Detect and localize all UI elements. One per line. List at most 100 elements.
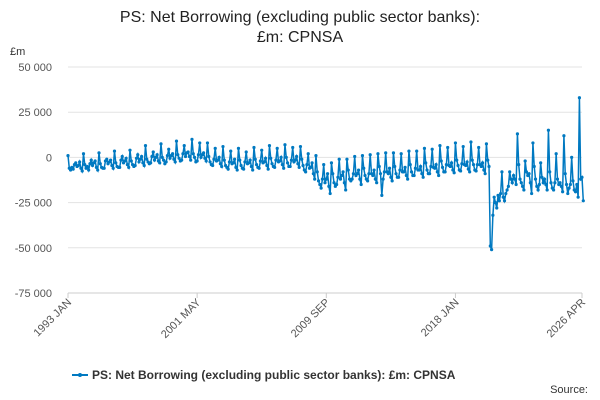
data-point [248, 158, 252, 162]
data-point [137, 160, 141, 164]
data-point [205, 141, 210, 145]
data-point [66, 153, 70, 158]
data-point [198, 141, 202, 145]
data-point [452, 171, 456, 175]
data-point [164, 160, 168, 164]
data-point [275, 146, 279, 150]
data-point [581, 199, 585, 203]
data-point [315, 170, 319, 174]
data-point [539, 161, 543, 165]
data-point [284, 155, 288, 159]
data-point [249, 164, 253, 169]
data-point [149, 161, 153, 165]
data-point [483, 172, 487, 176]
data-point [522, 188, 526, 192]
data-point [491, 213, 495, 217]
data-point [120, 154, 124, 159]
data-point [311, 172, 315, 176]
data-point [358, 177, 362, 181]
data-point [335, 182, 339, 187]
data-point [530, 191, 534, 196]
data-point [94, 165, 99, 169]
x-tick-label: 2018 JAN [419, 297, 462, 340]
data-point [296, 162, 300, 166]
data-point [68, 168, 73, 172]
data-point [535, 184, 539, 188]
data-point [222, 158, 226, 162]
data-point [340, 173, 344, 178]
data-point [159, 142, 163, 146]
data-point [558, 181, 562, 185]
data-point [489, 248, 494, 252]
data-point [244, 150, 248, 154]
chart-title: PS: Net Borrowing (excluding public sect… [120, 9, 480, 46]
data-point [415, 149, 419, 153]
data-point [372, 168, 376, 172]
data-point [549, 181, 553, 185]
data-point [390, 179, 394, 183]
x-tick-label: 2001 MAY [159, 296, 204, 341]
y-tick-label: 0 [46, 152, 52, 164]
data-point [398, 168, 402, 172]
data-point [328, 191, 332, 196]
data-point [165, 153, 170, 158]
data-point [280, 163, 284, 167]
data-point [128, 148, 132, 152]
data-point [216, 158, 220, 162]
data-point [504, 191, 508, 196]
data-point [232, 157, 237, 161]
data-point [203, 156, 207, 160]
data-point [345, 157, 349, 161]
data-point [443, 170, 447, 174]
data-point [173, 160, 177, 164]
data-point [278, 159, 282, 163]
data-point [85, 164, 89, 169]
data-point [196, 153, 201, 157]
data-point [316, 179, 321, 183]
data-point [484, 142, 489, 146]
data-point [497, 199, 501, 203]
data-point [573, 190, 578, 194]
x-tick-label: 2009 SEP [289, 297, 333, 341]
data-point [160, 155, 164, 159]
data-point [542, 177, 547, 181]
data-point [386, 172, 390, 176]
data-point [180, 158, 184, 162]
series-line [67, 97, 585, 250]
data-point [252, 145, 256, 150]
data-point [553, 181, 557, 185]
data-point [81, 152, 86, 156]
data-point [301, 163, 305, 168]
data-point [279, 155, 283, 159]
data-point [500, 170, 504, 174]
data-point [282, 166, 286, 170]
data-point [337, 157, 341, 161]
data-point [409, 170, 414, 174]
data-point [231, 161, 235, 165]
data-point [109, 158, 113, 162]
data-point [140, 154, 144, 159]
data-point [548, 170, 552, 174]
data-point [80, 169, 84, 173]
data-point [456, 163, 460, 168]
data-point [555, 177, 560, 181]
data-point [571, 179, 575, 183]
data-point [531, 141, 535, 145]
data-point [362, 166, 366, 170]
data-point [448, 164, 452, 169]
data-point [183, 154, 188, 159]
data-point [145, 157, 149, 161]
data-point [474, 169, 478, 173]
data-point [98, 162, 102, 166]
data-point [220, 164, 224, 169]
y-tick-label: -50 000 [15, 243, 52, 255]
data-point [344, 188, 348, 192]
data-point [119, 158, 123, 162]
data-point [305, 163, 309, 167]
data-point [389, 175, 393, 179]
data-point [161, 158, 166, 162]
data-point [320, 177, 325, 181]
y-tick-label: 50 000 [18, 62, 52, 74]
data-point [190, 137, 194, 141]
data-point [363, 173, 367, 178]
